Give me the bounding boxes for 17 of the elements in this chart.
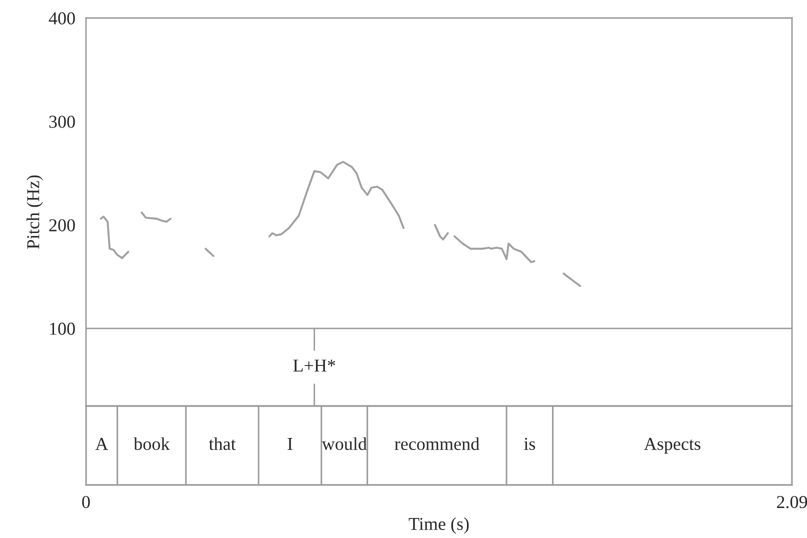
- y-axis-title: Pitch (Hz): [26, 175, 43, 249]
- series-label: recommend: [394, 437, 480, 450]
- series-label: I: [288, 438, 292, 450]
- series-label: is: [524, 438, 536, 450]
- y-tick-label: 100: [50, 322, 75, 335]
- x-axis-title: Time (s): [408, 517, 469, 534]
- series-label: Aspects: [644, 438, 700, 454]
- y-tick-label: 200: [49, 219, 75, 232]
- ref-line-label: L+H*: [293, 360, 336, 372]
- x-tick-label: 2.09: [776, 496, 807, 508]
- y-tick-label: 300: [49, 116, 75, 128]
- x-tick-label: 0: [82, 496, 90, 508]
- y-tick-label: 400: [48, 12, 75, 24]
- series-label: that: [208, 437, 236, 450]
- series-label: A: [95, 438, 108, 450]
- series-label: would: [322, 437, 367, 450]
- series-label: book: [134, 437, 170, 450]
